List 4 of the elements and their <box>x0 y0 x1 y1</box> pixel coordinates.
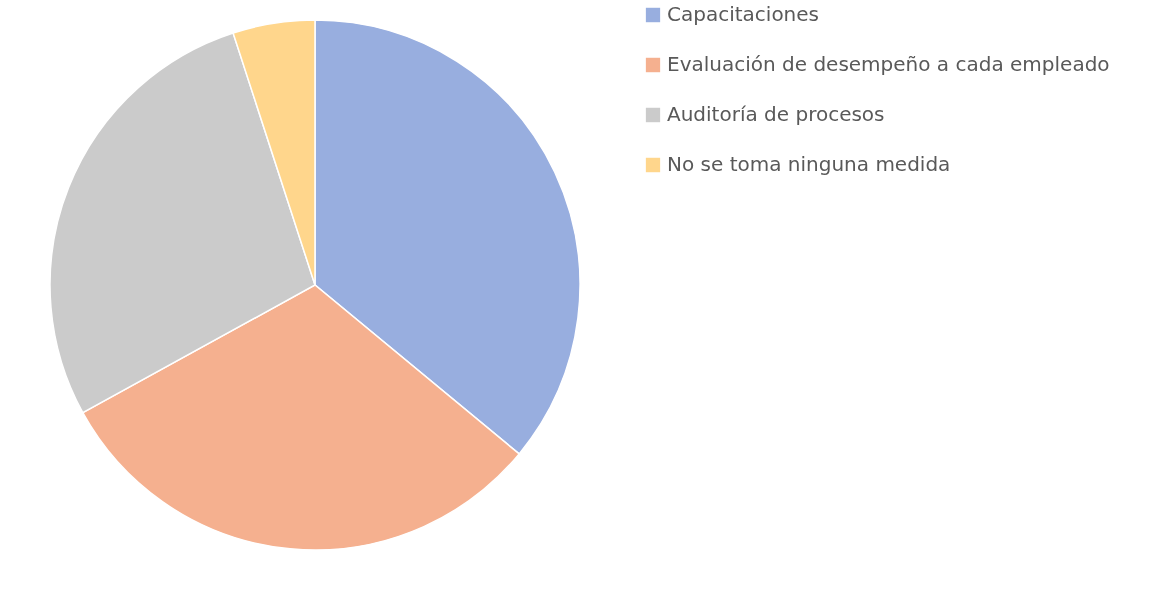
legend-label: Capacitaciones <box>667 2 820 26</box>
legend-label: Evaluación de desempeño a cada empleado <box>667 52 1110 76</box>
legend-label: Auditoría de procesos <box>667 102 885 126</box>
legend-label: No se toma ninguna medida <box>667 152 951 176</box>
